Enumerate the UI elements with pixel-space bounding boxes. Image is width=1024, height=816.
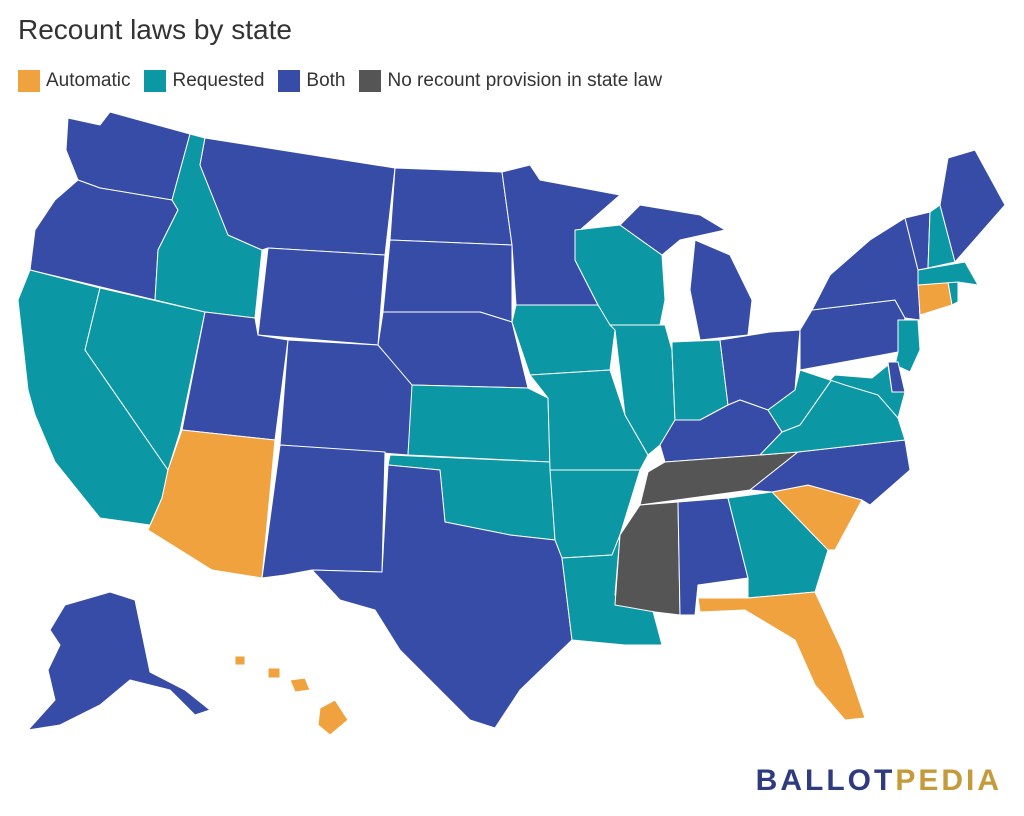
- state-WY[interactable]: [257, 247, 386, 346]
- legend: Automatic Requested Both No recount prov…: [18, 70, 676, 92]
- state-MO[interactable]: [529, 369, 649, 471]
- legend-swatch-none: [359, 70, 382, 92]
- legend-label-automatic: Automatic: [46, 70, 131, 91]
- state-AK[interactable]: [27, 591, 211, 731]
- state-IN[interactable]: [671, 339, 729, 421]
- logo-text-ballot: BALLOT: [755, 764, 896, 797]
- state-HI[interactable]: [234, 655, 349, 736]
- legend-label-both: Both: [306, 70, 346, 91]
- legend-label-none: No recount provision in state law: [387, 70, 663, 91]
- legend-swatch-requested: [144, 70, 167, 92]
- state-MA[interactable]: [917, 261, 979, 286]
- legend-item-requested: Requested: [144, 70, 264, 92]
- legend-swatch-automatic: [18, 70, 40, 92]
- state-AZ[interactable]: [147, 429, 276, 579]
- legend-item-both: Both: [278, 70, 345, 92]
- map-title: Recount laws by state: [18, 14, 292, 45]
- state-NJ[interactable]: [894, 319, 921, 373]
- legend-label-requested: Requested: [172, 70, 265, 91]
- state-ND[interactable]: [389, 167, 513, 246]
- state-KS[interactable]: [407, 384, 551, 463]
- state-ME[interactable]: [939, 149, 1006, 263]
- state-MD[interactable]: [829, 364, 906, 419]
- state-TX[interactable]: [311, 464, 573, 729]
- ballotpedia-logo: BALLOTPEDIA: [756, 764, 1002, 798]
- legend-item-automatic: Automatic: [18, 70, 130, 92]
- state-SD[interactable]: [382, 239, 513, 323]
- state-MT[interactable]: [199, 137, 396, 256]
- state-IA[interactable]: [511, 304, 616, 376]
- state-MI[interactable]: [689, 239, 753, 341]
- state-FL[interactable]: [697, 591, 866, 721]
- logo-text-pedia: PEDIA: [895, 764, 1002, 797]
- legend-item-none: No recount provision in state law: [359, 70, 662, 92]
- state-MI-upper[interactable]: [619, 204, 726, 256]
- legend-swatch-both: [278, 70, 301, 92]
- state-PA[interactable]: [799, 299, 906, 371]
- state-NM[interactable]: [261, 444, 386, 579]
- state-CT[interactable]: [917, 281, 953, 316]
